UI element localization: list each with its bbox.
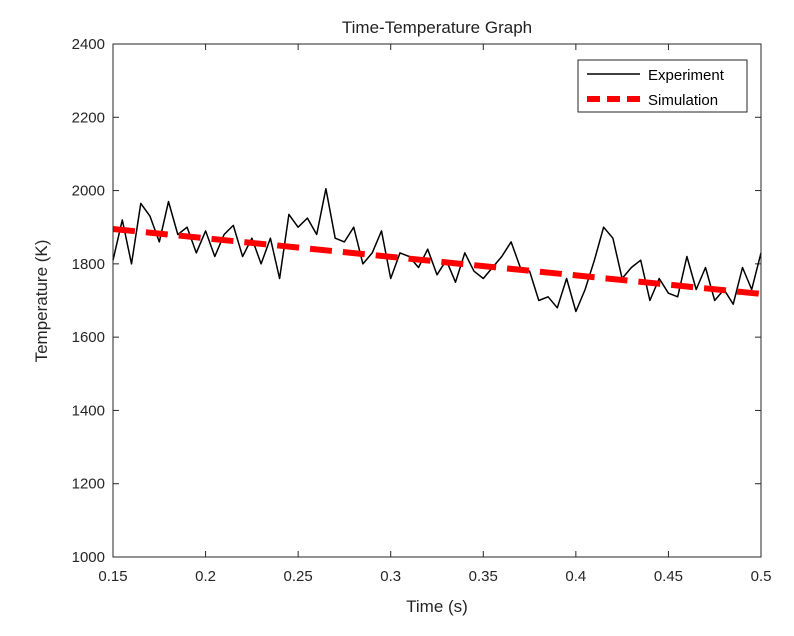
- y-tick-label: 1200: [72, 476, 105, 493]
- x-axis-ticks: 0.15 0.2 0.25 0.3 0.35 0.4 0.45 0.5: [98, 44, 771, 585]
- x-tick-label: 0.25: [284, 568, 313, 585]
- legend-label-simulation: Simulation: [648, 92, 718, 109]
- plot-area: [113, 44, 761, 557]
- y-tick-label: 1800: [72, 256, 105, 273]
- series-layer: [112, 187, 762, 313]
- x-tick-label: 0.45: [654, 568, 683, 585]
- legend: Experiment Simulation: [577, 59, 748, 113]
- x-axis-label: Time (s): [406, 597, 468, 616]
- plot-frame: [112, 43, 762, 558]
- y-tick-label: 1600: [72, 329, 105, 346]
- y-axis-label: Temperature (K): [32, 240, 51, 363]
- legend-label-experiment: Experiment: [648, 67, 725, 84]
- x-tick-label: 0.15: [98, 568, 127, 585]
- series-line-simulation: [112, 226, 762, 297]
- y-tick-label: 2000: [72, 183, 105, 200]
- x-tick-label: 0.2: [195, 568, 216, 585]
- y-tick-label: 2200: [72, 109, 105, 126]
- y-tick-label: 1000: [72, 549, 105, 566]
- x-tick-label: 0.4: [565, 568, 586, 585]
- legend-box: [577, 59, 748, 113]
- x-tick-label: 0.5: [751, 568, 772, 585]
- chart-title: Time-Temperature Graph: [342, 18, 532, 37]
- x-tick-label: 0.35: [469, 568, 498, 585]
- y-tick-label: 1400: [72, 402, 105, 419]
- y-tick-label: 2400: [72, 36, 105, 53]
- y-axis-ticks: 1000 1200 1400 1600 1800 2000 2200 2400: [72, 36, 761, 566]
- x-tick-label: 0.3: [380, 568, 401, 585]
